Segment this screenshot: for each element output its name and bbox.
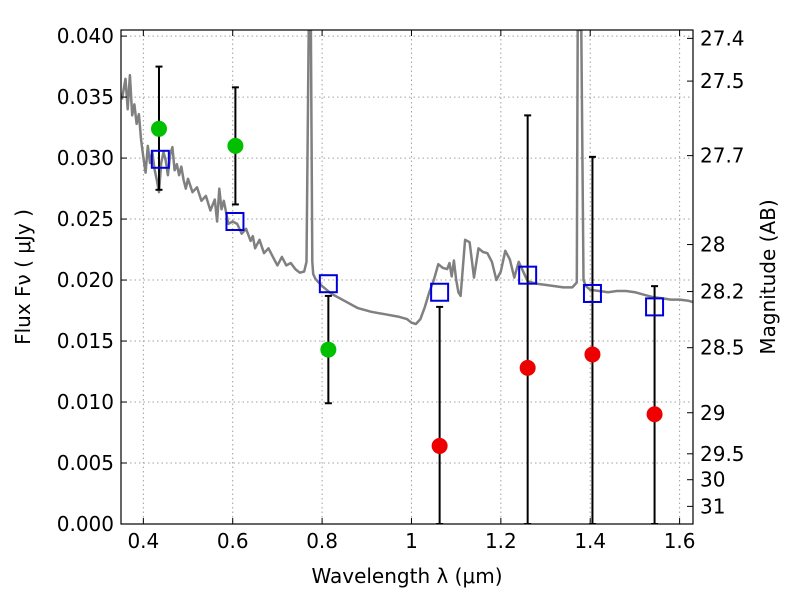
model-square-point: [645, 297, 665, 317]
x-tick-label: 0.6: [217, 529, 249, 553]
y2-tick-label: 29.5: [700, 442, 745, 466]
model-square-point: [225, 212, 245, 232]
red-data-point: [584, 346, 601, 363]
x-tick-label: 1.6: [664, 529, 696, 553]
red-data-point: [646, 406, 663, 423]
model-square-point: [582, 283, 602, 303]
y-tick-label: 0.025: [57, 207, 114, 231]
y-tick-label: 0.010: [57, 390, 114, 414]
y2-tick-label: 30: [700, 468, 725, 492]
x-tick-label: 0.4: [127, 529, 159, 553]
y2-tick-label: 29: [700, 401, 725, 425]
y-tick-label: 0.005: [57, 451, 114, 475]
y2-tick-label: 28.2: [700, 280, 745, 304]
y2-tick-label: 31: [700, 494, 725, 518]
y-tick-label: 0.000: [57, 512, 114, 536]
model-square-point: [150, 149, 170, 169]
y2-tick-label: 28.5: [700, 336, 745, 360]
plot-area: [121, 30, 693, 524]
model-square-point: [518, 265, 538, 285]
y-tick-label: 0.035: [57, 85, 114, 109]
model-square-point: [318, 274, 338, 294]
plot-frame: [120, 29, 694, 525]
y-tick-label: 0.030: [57, 146, 114, 170]
red-data-point: [431, 437, 448, 454]
y2-tick-label: 27.4: [700, 26, 745, 50]
x-axis-title: Wavelength λ (μm): [311, 564, 502, 588]
green-data-point: [227, 137, 244, 154]
x-tick-label: 0.8: [306, 529, 338, 553]
y-axis-title: Flux Fν ( μJy ): [11, 209, 35, 345]
model-sed-line: [121, 30, 693, 326]
red-data-point: [519, 359, 536, 376]
y2-tick-label: 27.7: [700, 144, 745, 168]
green-data-point: [320, 341, 337, 358]
y2-tick-label: 27.5: [700, 69, 745, 93]
y2-axis-title: Magnitude (AB): [756, 199, 780, 354]
model-square-point: [430, 282, 450, 302]
y-tick-label: 0.015: [57, 329, 114, 353]
x-tick-label: 1.4: [574, 529, 606, 553]
x-tick-label: 1: [405, 529, 418, 553]
grid: [121, 30, 693, 524]
ticks: 0.4 0.6 0.8 1 1.2 1.4 1.6 0.000 0.005 0.010 0.015 0…: [57, 24, 745, 553]
x-tick-label: 1.2: [485, 529, 517, 553]
y2-tick-label: 28: [700, 233, 725, 257]
y-tick-label: 0.040: [57, 24, 114, 48]
green-data-point: [150, 120, 167, 137]
y-tick-label: 0.020: [57, 268, 114, 292]
